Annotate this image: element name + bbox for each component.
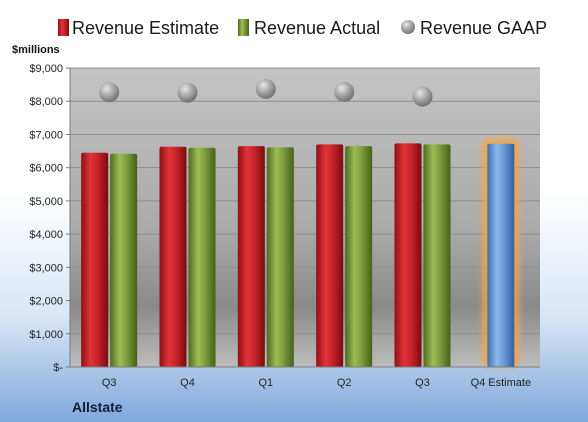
bar-revenue-estimate [237,146,265,367]
category-label: Q2 [337,377,352,389]
marker-revenue-gaap [99,82,120,103]
legend-marker-revenue-gaap [401,20,415,34]
gaap-markers [99,78,433,107]
legend-swatch-revenue-actual [238,19,249,36]
legend-swatch-revenue-estimate [58,19,69,36]
y-tick-label: $7,000 [29,129,63,141]
legend-item-revenue-gaap: Revenue GAAP [401,18,547,38]
category-label: Q1 [258,377,273,389]
y-tick-label: $4,000 [29,229,63,241]
y-tick-label: $8,000 [29,96,63,108]
bar-revenue-actual [266,147,294,367]
legend-label-revenue-actual: Revenue Actual [254,18,380,38]
bar-revenue-estimate [159,146,187,367]
legend: Revenue Estimate Revenue Actual Revenue … [58,18,547,38]
y-tick-label: $3,000 [29,262,63,274]
y-tick-label: $1,000 [29,329,63,341]
y-tick-label: $9,000 [29,63,63,75]
category-label: Q3 [102,377,117,389]
bar-revenue-actual [188,147,216,367]
marker-revenue-gaap [334,81,355,102]
bar-revenue-actual [423,144,451,367]
y-tick-label: $- [53,362,63,374]
legend-item-revenue-estimate: Revenue Estimate [58,18,219,38]
marker-revenue-gaap [255,78,276,99]
marker-revenue-gaap [177,82,198,103]
bar-revenue-estimate [394,143,422,367]
y-tick-label: $2,000 [29,296,63,308]
y-tick-label: $5,000 [29,196,63,208]
bar-revenue-actual [110,153,138,367]
plot-area [70,68,540,367]
y-axis-label: $millions [12,44,60,56]
bars [81,138,520,367]
bar-q4-estimate [487,143,515,367]
y-axis-ticks: $- $1,000 $2,000 $3,000 $4,000 $5,000 $6,000 $7… [29,63,70,374]
bar-revenue-estimate [316,144,344,367]
bar-revenue-estimate [81,152,109,367]
y-tick-label: $6,000 [29,163,63,175]
x-axis-categories: Q3 Q4 Q1 Q2 Q3 Q4 Estimate [102,377,531,389]
marker-revenue-gaap [412,86,433,107]
category-label: Q4 Estimate [471,377,532,389]
bar-revenue-actual [345,146,373,367]
category-label: Q4 [180,377,195,389]
legend-item-revenue-actual: Revenue Actual [238,18,380,38]
company-name: Allstate [72,399,123,415]
legend-label-revenue-estimate: Revenue Estimate [72,18,219,38]
category-label: Q3 [415,377,430,389]
legend-label-revenue-gaap: Revenue GAAP [420,18,547,38]
gridlines [70,67,540,335]
